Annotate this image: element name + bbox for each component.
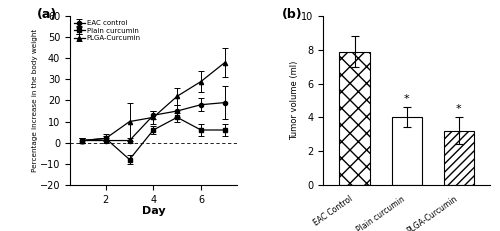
Y-axis label: Percentage increase in the body weight: Percentage increase in the body weight xyxy=(32,29,38,172)
Bar xyxy=(444,131,474,185)
Text: (b): (b) xyxy=(282,8,302,21)
Bar xyxy=(392,117,422,185)
X-axis label: Day: Day xyxy=(142,206,165,216)
Text: (a): (a) xyxy=(36,8,57,21)
Legend: EAC control, Plain curcumin, PLGA-Curcumin: EAC control, Plain curcumin, PLGA-Curcum… xyxy=(74,20,142,42)
Text: *: * xyxy=(404,94,409,103)
Bar xyxy=(340,52,370,185)
Text: *: * xyxy=(456,104,462,114)
Y-axis label: Tumor volume (ml): Tumor volume (ml) xyxy=(290,61,298,140)
